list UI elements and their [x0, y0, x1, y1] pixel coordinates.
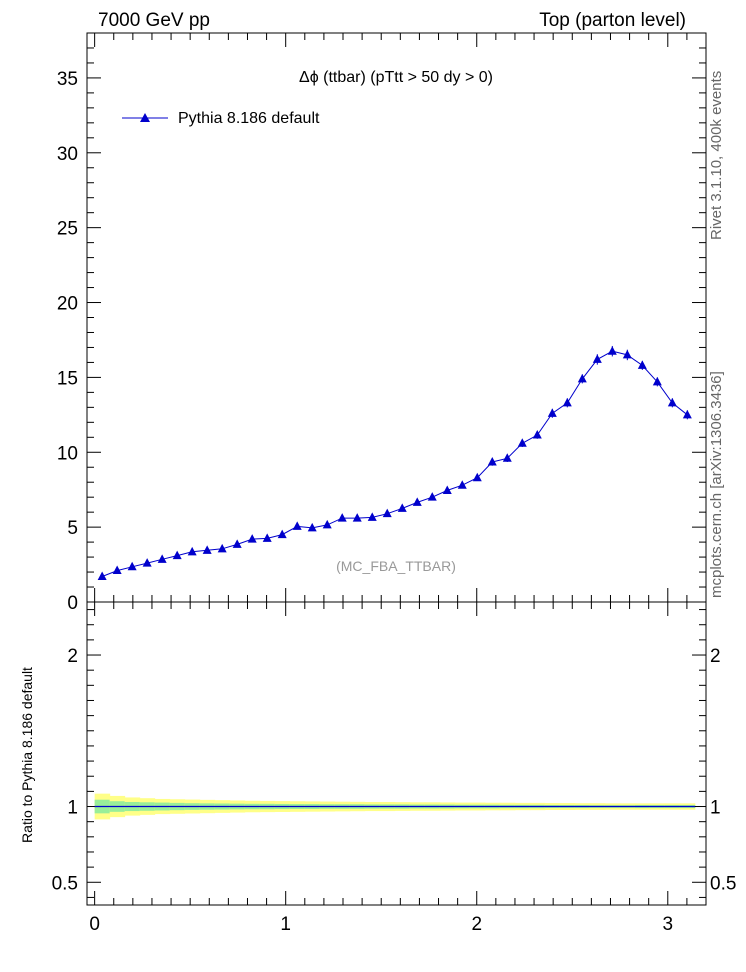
x-tick-label: 1: [280, 914, 291, 935]
data-point: [322, 519, 332, 529]
y-tick-label: 0: [67, 593, 78, 614]
watermark: (MC_FBA_TTBAR): [336, 558, 456, 574]
chart-title: Δϕ (ttbar) (pTtt > 50 dy > 0): [299, 69, 493, 86]
x-tick-label: 3: [663, 914, 674, 935]
ratio-y-tick-label: 2: [67, 646, 78, 667]
main-axis-ticks: 0 5 10 15 20 25 30 35: [57, 47, 706, 614]
data-point: [487, 456, 497, 466]
data-point: [232, 539, 242, 548]
data-point: [412, 497, 422, 506]
data-point: [592, 354, 602, 363]
data-point: [502, 453, 512, 462]
x-tick-label: 2: [471, 914, 482, 935]
data-point: [352, 513, 362, 522]
data-point: [637, 360, 647, 369]
data-point: [157, 554, 167, 563]
y-tick-label: 5: [67, 518, 78, 539]
y-tick-label: 15: [57, 368, 78, 389]
data-point: [307, 522, 317, 532]
data-point: [292, 521, 302, 530]
data-point: [562, 397, 572, 407]
legend-label[interactable]: Pythia 8.186 default: [178, 110, 320, 127]
data-point: [607, 346, 617, 355]
data-point: [622, 349, 632, 359]
data-point: [577, 373, 587, 383]
ratio-frame: [86, 601, 707, 906]
data-point: [202, 545, 212, 554]
data-point: [532, 430, 542, 439]
x-axis-ticks: 0 1 2 3: [89, 33, 688, 935]
ratio-axis-ticks: 0.5 0.5 1 1 2 2: [52, 609, 736, 898]
y-tick-label: 20: [57, 294, 78, 315]
data-point: [457, 480, 467, 489]
y-tick-label: 30: [57, 144, 78, 165]
data-point: [247, 534, 257, 543]
ratio-y-tick-label: 1: [67, 798, 78, 819]
x-tick-label: 0: [89, 914, 100, 935]
data-point: [472, 472, 482, 482]
ratio-y-tick-label-right: 0.5: [710, 873, 736, 894]
data-point: [277, 529, 287, 539]
data-point: [667, 397, 677, 407]
series-markers: [97, 345, 692, 581]
y-tick-label: 35: [57, 69, 78, 90]
legend-marker: [140, 113, 150, 122]
data-point: [337, 513, 347, 522]
ratio-y-tick-label: 0.5: [52, 873, 78, 894]
data-point: [682, 409, 692, 419]
ratio-y-tick-label-right: 2: [710, 646, 721, 667]
data-point: [397, 503, 407, 512]
data-point: [172, 550, 182, 560]
data-point: [142, 558, 152, 567]
data-point: [427, 492, 437, 501]
ratio-ylabel: Ratio to Pythia 8.186 default: [19, 667, 35, 843]
series-line: [102, 350, 688, 577]
header-right: Top (parton level): [539, 10, 686, 31]
data-point: [547, 408, 557, 417]
data-point: [97, 571, 107, 581]
data-point: [652, 376, 662, 386]
data-point: [217, 543, 227, 553]
y-tick-label: 10: [57, 443, 78, 464]
data-point: [367, 512, 377, 521]
data-point: [127, 561, 137, 571]
data-point: [112, 565, 122, 575]
header-left: 7000 GeV pp: [98, 10, 210, 31]
data-point: [517, 438, 527, 447]
data-point: [262, 533, 272, 542]
y-tick-label: 25: [57, 219, 78, 240]
data-point: [442, 485, 452, 494]
ratio-y-tick-label-right: 1: [710, 798, 721, 819]
data-point: [382, 508, 392, 518]
data-point: [187, 546, 197, 556]
